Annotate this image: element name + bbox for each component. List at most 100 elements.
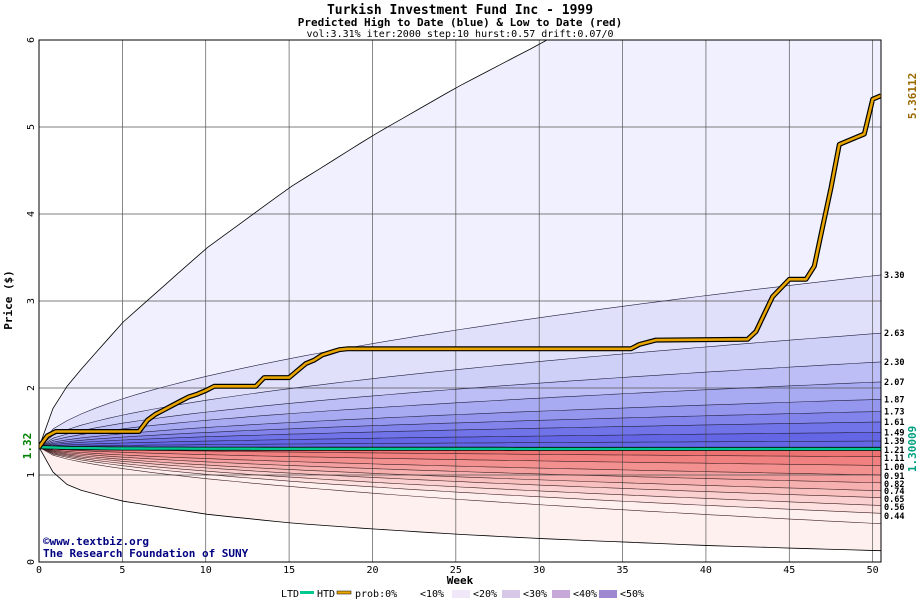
legend-swatch-40 [599, 590, 617, 598]
legend-prob-label: prob:0% [355, 589, 397, 600]
legend-swatch-20 [502, 590, 520, 598]
axes-layer: 0 5 10 15 20 25 30 35 40 45 5001234563.302.632.302… [26, 37, 904, 576]
ltd-line [39, 446, 881, 451]
upper-band-line-6 [39, 421, 881, 448]
lower-band-label-1: 1.11 [884, 454, 904, 464]
y-axis-label: Price ($) [2, 270, 15, 330]
x-tick-label-30: 30 [533, 565, 545, 576]
upper-band-label-7: 1.49 [884, 428, 904, 438]
credit-org: The Research Foundation of SUNY [43, 547, 249, 560]
series-layer [39, 40, 881, 552]
x-tick-label-15: 15 [283, 565, 295, 576]
upper-band-label-6: 1.61 [884, 418, 904, 428]
upper-band-7 [39, 421, 881, 448]
upper-band-0 [39, 40, 881, 448]
lower-band-line-5 [39, 446, 881, 498]
lower-band-line-4 [39, 446, 881, 491]
lower-band-line-6 [39, 446, 881, 506]
upper-band-3 [39, 361, 881, 448]
lower-band-9 [39, 447, 881, 551]
lower-band-label-8: 0.44 [884, 512, 904, 522]
y-tick-label-2: 2 [26, 385, 37, 391]
legend-p30-label: <30% [523, 589, 547, 600]
x-tick-label-45: 45 [783, 565, 795, 576]
x-tick-label-25: 25 [450, 565, 462, 576]
x-tick-label-40: 40 [700, 565, 712, 576]
upper-band-line-1 [39, 332, 881, 448]
legend-p20-label: <20% [473, 589, 497, 600]
legend-p40-label: <40% [573, 589, 597, 600]
y-tick-label-6: 6 [26, 37, 37, 43]
chart-title: Turkish Investment Fund Inc - 1999 [327, 3, 593, 18]
lower-band-7 [39, 447, 881, 514]
upper-band-line-5 [39, 411, 881, 448]
legend-ltd-label: LTD [281, 589, 299, 600]
upper-band-line-7 [39, 432, 881, 448]
upper-band-8 [39, 432, 881, 448]
upper-band-line-3 [39, 381, 881, 448]
y-tick-label-1: 1 [26, 472, 37, 478]
legend-ltd-swatch [300, 591, 314, 594]
y-tick-label-0: 0 [26, 559, 37, 565]
upper-band-label-2: 2.30 [884, 358, 904, 368]
lower-band-line-1 [39, 446, 881, 466]
plot-frame [38, 39, 882, 563]
lower-band-3 [39, 447, 881, 483]
lower-band-label-0: 1.21 [884, 446, 904, 456]
upper-band-1 [39, 274, 881, 448]
x-tick-label-10: 10 [200, 565, 212, 576]
upper-band-label-0: 3.30 [884, 271, 904, 281]
lower-band-5 [39, 447, 881, 498]
upper-band-6 [39, 411, 881, 448]
lower-band-line-0 [39, 446, 881, 457]
legend-swatch-0 [399, 590, 417, 598]
lower-band-2 [39, 447, 881, 475]
upper-band-2 [39, 333, 881, 448]
legend-htd-swatch [336, 590, 352, 595]
upper-band-label-5: 1.73 [884, 407, 904, 417]
upper-band-line-4 [39, 399, 881, 448]
ltd-final-label: 1.30009 [906, 426, 919, 472]
upper-band-label-8: 1.39 [884, 437, 904, 447]
lower-band-4 [39, 447, 881, 491]
lower-band-label-3: 0.91 [884, 472, 904, 482]
outer-upper-line [39, 40, 548, 448]
lower-band-line-3 [39, 446, 881, 484]
plot-area [39, 40, 881, 562]
x-tick-label-5: 5 [119, 565, 125, 576]
y-tick-label-5: 5 [26, 124, 37, 130]
htd-final-label: 5.36112 [906, 73, 919, 119]
lower-band-label-5: 0.74 [884, 487, 904, 497]
legend-swatch-10 [452, 590, 470, 598]
htd-line [39, 94, 881, 448]
lower-band-line-2 [39, 446, 881, 476]
legend-htd-label: HTD [317, 589, 335, 600]
upper-band-label-1: 2.63 [884, 329, 904, 339]
chart-params: vol:3.31% iter:2000 step:10 hurst:0.57 d… [306, 29, 613, 40]
start-price-label: 1.32 [21, 433, 34, 460]
upper-band-line-8 [39, 440, 881, 448]
legend-swatch-30 [552, 590, 570, 598]
x-tick-label-35: 35 [617, 565, 629, 576]
lower-band-label-7: 0.56 [884, 503, 904, 513]
y-tick-label-4: 4 [26, 211, 37, 217]
outer-lower-line [39, 447, 881, 552]
legend-p10-label: <10% [420, 589, 444, 600]
y-tick-label-3: 3 [26, 298, 37, 304]
x-axis-label: Week [447, 574, 474, 587]
lower-band-label-6: 0.65 [884, 495, 904, 505]
lower-band-line-7 [39, 446, 881, 514]
lower-band-label-2: 1.00 [884, 463, 904, 473]
upper-band-label-3: 2.07 [884, 378, 904, 388]
upper-band-5 [39, 399, 881, 448]
grid-lines [39, 40, 881, 562]
credit-url: ©www.textbiz.org [43, 535, 149, 548]
lower-band-6 [39, 447, 881, 506]
legend-p50-label: <50% [620, 589, 644, 600]
x-tick-label-0: 0 [36, 565, 42, 576]
lower-band-line-8 [39, 446, 881, 524]
upper-band-line-0 [39, 274, 881, 448]
x-tick-label-20: 20 [366, 565, 378, 576]
chart-subtitle: Predicted High to Date (blue) & Low to D… [298, 16, 623, 29]
